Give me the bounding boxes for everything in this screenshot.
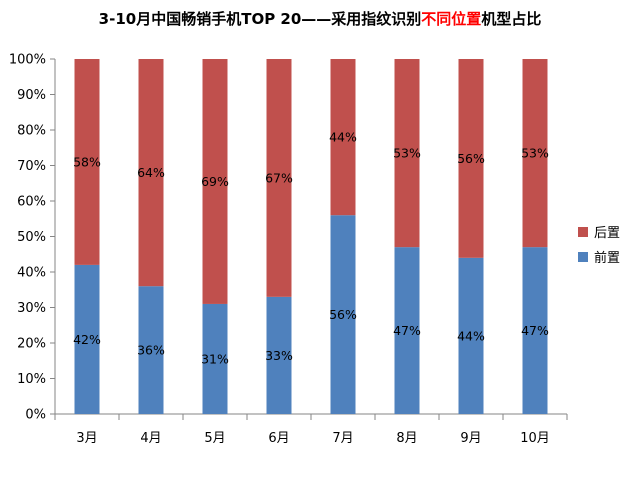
x-tick-label: 10月 [520, 431, 550, 446]
legend-swatch [578, 227, 588, 237]
y-tick-label: 20% [17, 337, 46, 352]
y-tick-label: 40% [17, 266, 46, 281]
bar-back [266, 59, 292, 297]
y-tick-label: 80% [17, 124, 46, 139]
data-label-front: 47% [521, 323, 549, 338]
data-label-front: 42% [73, 332, 101, 347]
data-label-front: 36% [137, 343, 165, 358]
x-tick-label: 7月 [332, 431, 353, 446]
data-label-back: 56% [457, 151, 485, 166]
bar-back [74, 59, 100, 265]
data-label-back: 44% [329, 130, 357, 145]
data-label-back: 53% [393, 146, 421, 161]
x-tick-label: 3月 [76, 431, 97, 446]
data-label-front: 31% [201, 351, 229, 366]
x-tick-label: 4月 [140, 431, 161, 446]
bar-back [330, 59, 356, 216]
bar-front [74, 264, 100, 414]
bar-back [138, 59, 164, 287]
y-tick-label: 10% [17, 372, 46, 387]
y-tick-label: 50% [17, 230, 46, 245]
chart-title: 3-10月中国畅销手机TOP 20——采用指纹识别不同位置机型占比 [99, 10, 542, 28]
data-label-front: 56% [329, 307, 357, 322]
y-tick-label: 30% [17, 301, 46, 316]
legend-swatch [578, 252, 588, 262]
x-tick-label: 9月 [460, 431, 481, 446]
bar-front [330, 215, 356, 414]
chart-title-highlight: 不同位置 [421, 10, 481, 28]
data-label-back: 67% [265, 170, 293, 185]
bar-front [202, 303, 228, 414]
legend-label: 前置 [594, 250, 620, 266]
data-label-front: 44% [457, 328, 485, 343]
x-tick-label: 5月 [204, 431, 225, 446]
y-tick-label: 0% [25, 408, 46, 423]
bar-back [522, 59, 548, 248]
data-label-front: 47% [393, 323, 421, 338]
bar-front [266, 296, 292, 414]
x-tick-label: 6月 [268, 431, 289, 446]
data-label-back: 58% [73, 154, 101, 169]
bar-front [458, 257, 484, 414]
bar-front [394, 247, 420, 414]
chart-title-prefix: 3-10月中国畅销手机TOP 20——采用指纹识别 [99, 10, 422, 28]
plot-area: 0% 10% 20% 30% 40% 50% 60% 70% 80% 90% 100% 42% 58% 3… [9, 53, 568, 446]
bar-front [138, 286, 164, 414]
chart-title-suffix: 机型占比 [481, 10, 541, 28]
bar-back [394, 59, 420, 248]
y-tick-label: 90% [17, 88, 46, 103]
y-tick-label: 70% [17, 159, 46, 174]
y-tick-label: 100% [9, 53, 46, 68]
legend-label: 后置 [594, 226, 620, 241]
data-label-back: 53% [521, 146, 549, 161]
data-label-front: 33% [265, 348, 293, 363]
y-tick-label: 60% [17, 195, 46, 210]
bar-front [522, 247, 548, 414]
data-label-back: 69% [201, 174, 229, 189]
data-label-back: 64% [137, 165, 165, 180]
x-tick-label: 8月 [396, 431, 417, 446]
bar-back [458, 59, 484, 258]
bar-back [202, 59, 228, 304]
